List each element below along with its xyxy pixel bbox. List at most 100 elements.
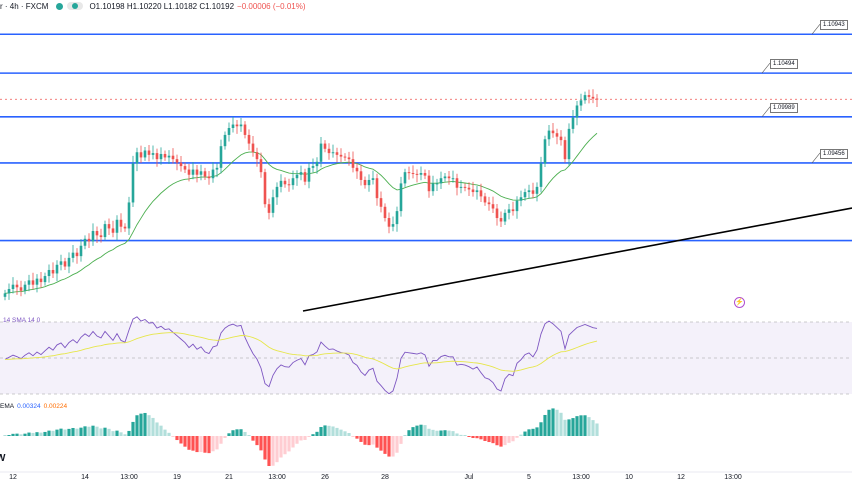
macd-bar [59,428,63,436]
macd-bar [523,431,527,436]
macd-bar [91,425,95,436]
macd-bar [339,429,343,436]
candle-body [475,190,479,193]
macd-bar [515,436,519,438]
candle-body [183,166,187,170]
macd-bar [283,436,287,455]
macd-bar [187,436,191,450]
x-tick-label: 21 [225,474,233,481]
candle-body [379,198,383,207]
symbol-label[interactable]: r · 4h · FXCM [0,1,49,11]
candle-body [175,159,179,163]
candle-body [251,143,255,153]
macd-bar [315,431,319,436]
rsi-line [4,316,598,395]
candle-body [199,171,203,175]
macd-bar [67,428,71,436]
macd-bar [155,422,159,436]
candle-body [315,161,319,167]
candle-body [423,173,427,176]
macd-bar [471,436,475,439]
candle-body [247,134,251,144]
candle-body [119,219,123,227]
macd-bar [435,430,439,436]
macd-bar [7,435,11,436]
candle-body [27,280,31,285]
macd-bar [415,425,419,436]
macd-bar [31,432,35,436]
macd-bar [383,436,387,454]
candle-body [371,178,375,180]
candle-body [87,238,91,242]
macd-bar [495,436,499,446]
candle-body [179,162,183,167]
macd-bar [323,425,327,436]
macd-bar [319,426,323,436]
macd-bar [3,435,7,436]
candle-body [291,178,295,186]
macd-bar [183,436,187,447]
macd-bar [279,436,283,458]
candle-body [151,153,155,155]
candles [3,89,599,301]
candle-body [479,190,483,197]
candle-body [531,190,535,194]
macd-bar [439,430,443,436]
candle-body [503,212,507,222]
candle-body [195,169,199,175]
macd-bar [543,414,547,436]
macd-bar [479,436,483,440]
candle-body [367,179,371,186]
macd-bar [51,430,55,436]
macd-bar [299,436,303,441]
candle-body [363,179,367,186]
macd-bar [95,426,99,436]
candle-body [223,134,227,147]
candle-body [507,209,511,213]
candle-body [415,173,419,175]
candle-body [203,171,207,177]
macd-bar [559,412,563,436]
candle-body [75,252,79,257]
macd-bar [407,430,411,436]
macd-bar [111,431,115,436]
macd-bar [499,436,503,447]
candle-body [99,235,103,238]
macd-bar [267,436,271,466]
macd-bar [387,436,391,457]
candle-body [571,117,575,129]
macd-bar [547,409,551,436]
candle-body [115,219,119,233]
x-tick-label: 14 [81,474,89,481]
level-label: 1.10943 [820,20,848,31]
flash-alert-icon[interactable]: ⚡ [734,297,745,308]
macd-bar [115,430,119,436]
candle-body [431,183,435,192]
candle-body [351,159,355,168]
macd-bar [355,436,359,439]
macd-bar [527,429,531,436]
macd-bar [99,428,103,436]
candle-body [403,172,407,184]
macd-bar [551,408,555,436]
macd-bar [483,436,487,441]
candle-body [231,124,235,129]
macd-bar [303,436,307,440]
macd-bar [491,436,495,444]
candle-body [243,124,247,135]
toggle-icon[interactable] [67,2,84,10]
macd-bar [275,436,279,463]
candle-body [263,172,267,205]
macd-bar [171,436,175,437]
candle-body [235,124,239,127]
candle-body [463,186,467,188]
macd-bar [27,432,31,436]
candle-body [219,146,223,168]
candle-body [447,176,451,179]
x-tick-label: 12 [677,474,685,481]
candle-body [395,211,399,225]
macd-bar [135,415,139,436]
macd-bar [143,412,147,436]
candle-body [239,124,243,127]
